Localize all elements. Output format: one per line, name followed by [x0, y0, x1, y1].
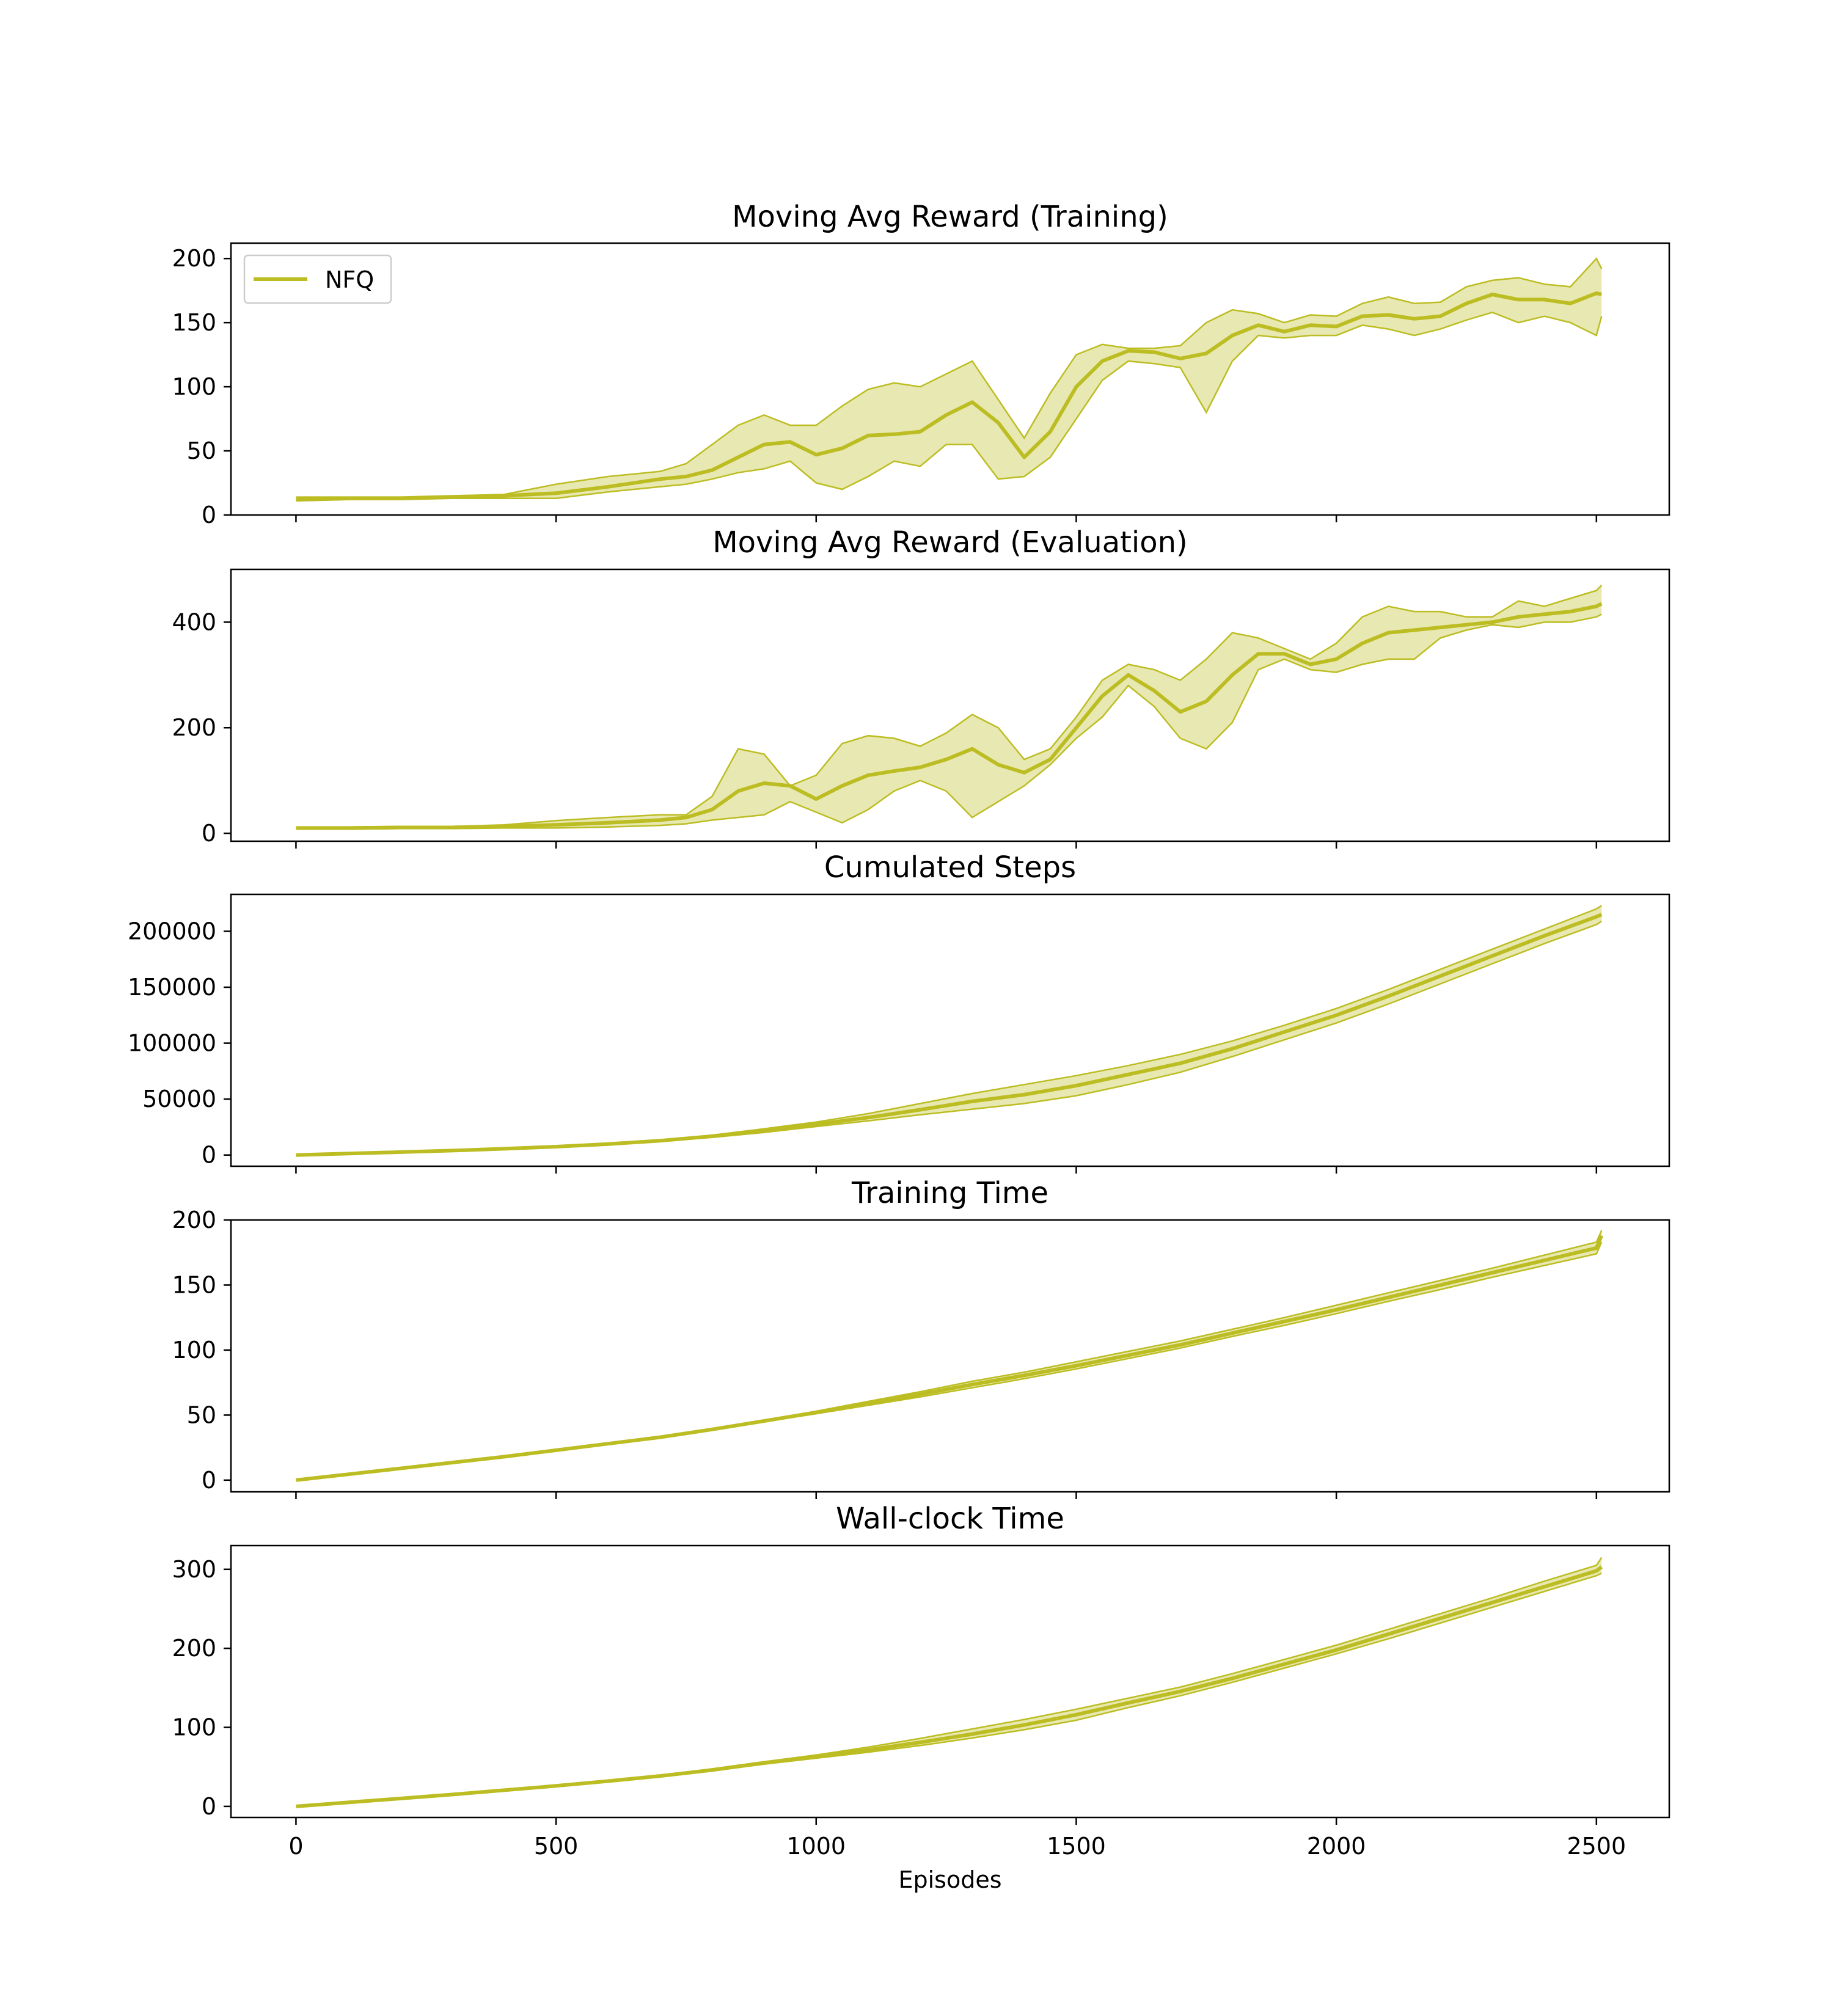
series-mean-line: [296, 291, 1603, 502]
series-upper-line: [296, 257, 1603, 498]
panel-training-time: Training Time 0 50 100 150 200: [172, 1176, 1670, 1499]
plot-area: [296, 1230, 1604, 1482]
y-tick-label: 0: [202, 1793, 216, 1820]
panel-wall-clock-time: Wall-clock Time 0 500 1000 1500 2000 2500 0 100…: [172, 1502, 1670, 1893]
series-mean-line: [296, 1565, 1603, 1808]
series-mean-line: [296, 913, 1603, 1157]
y-tick-label: 400: [172, 608, 216, 635]
y-tick-label: 100: [172, 373, 216, 400]
panel-title: Wall-clock Time: [836, 1502, 1064, 1536]
panel-title: Training Time: [851, 1176, 1048, 1210]
y-tick-label: 100000: [128, 1030, 216, 1057]
y-tick-label: 50: [187, 437, 216, 464]
y-tick-label: 200000: [128, 918, 216, 944]
x-tick-label: 1500: [1047, 1833, 1106, 1860]
panel-title: Moving Avg Reward (Evaluation): [712, 525, 1188, 560]
axis-ticks: 0 50 100 150 200: [172, 1207, 1598, 1499]
y-tick-label: 200: [172, 1635, 216, 1662]
series-band: [296, 585, 1602, 830]
series-mean-line: [296, 1235, 1604, 1482]
x-axis-label: Episodes: [898, 1866, 1001, 1893]
legend-box: [243, 254, 392, 304]
axis-ticks: 0 500 1000 1500 2000 2500 0 100 200 300: [172, 1556, 1626, 1860]
x-tick-label: 2500: [1567, 1833, 1626, 1860]
axes-frame: [230, 242, 1670, 516]
x-tick-label: 500: [534, 1833, 579, 1860]
y-tick-label: 0: [202, 1142, 216, 1169]
y-tick-label: 0: [202, 502, 216, 528]
series-lower-line: [296, 613, 1602, 830]
y-tick-label: 150: [172, 309, 216, 336]
x-tick-label: 0: [288, 1833, 303, 1860]
panel-title: Cumulated Steps: [824, 850, 1076, 885]
legend: NFQ: [243, 254, 392, 304]
axes-frame: [230, 568, 1670, 842]
series-band: [296, 258, 1602, 501]
y-tick-label: 150000: [128, 974, 216, 1001]
panel-evaluation-reward: Moving Avg Reward (Evaluation) 0 200 400: [172, 525, 1670, 849]
axes-frame: [230, 893, 1670, 1167]
series-lower-line: [296, 311, 1603, 502]
y-tick-label: 300: [172, 1556, 216, 1583]
y-tick-label: 0: [202, 1467, 216, 1494]
legend-label-nfq: NFQ: [325, 266, 374, 293]
panel-training-reward: Moving Avg Reward (Training) 0 50 100 150 20…: [172, 200, 1670, 528]
y-tick-label: 200: [172, 714, 216, 741]
axis-ticks: 0 50000 100000 150000 200000: [128, 918, 1598, 1174]
series-mean-line: [296, 602, 1603, 830]
plot-area: [296, 905, 1603, 1157]
plot-area: [296, 585, 1603, 830]
y-tick-label: 50000: [142, 1086, 216, 1112]
y-tick-label: 100: [172, 1714, 216, 1741]
y-tick-label: 200: [172, 1207, 216, 1233]
series-upper-line: [296, 585, 1603, 828]
y-tick-label: 50: [187, 1401, 216, 1428]
y-tick-label: 150: [172, 1271, 216, 1298]
axes-frame: [230, 1544, 1670, 1819]
y-tick-label: 200: [172, 245, 216, 272]
y-tick-label: 0: [202, 820, 216, 847]
panel-cumulated-steps: Cumulated Steps 0 50000 100000 150000 200000: [128, 850, 1670, 1174]
x-tick-label: 2000: [1307, 1833, 1366, 1860]
x-tick-label: 1000: [786, 1833, 846, 1860]
plot-area: [296, 257, 1603, 502]
axis-ticks: 0 50 100 150 200: [172, 245, 1598, 528]
axes-frame: [230, 1219, 1670, 1493]
axis-ticks: 0 200 400: [172, 608, 1598, 849]
plot-area: [296, 1557, 1603, 1808]
y-tick-label: 100: [172, 1337, 216, 1364]
panel-title: Moving Avg Reward (Training): [732, 200, 1168, 234]
